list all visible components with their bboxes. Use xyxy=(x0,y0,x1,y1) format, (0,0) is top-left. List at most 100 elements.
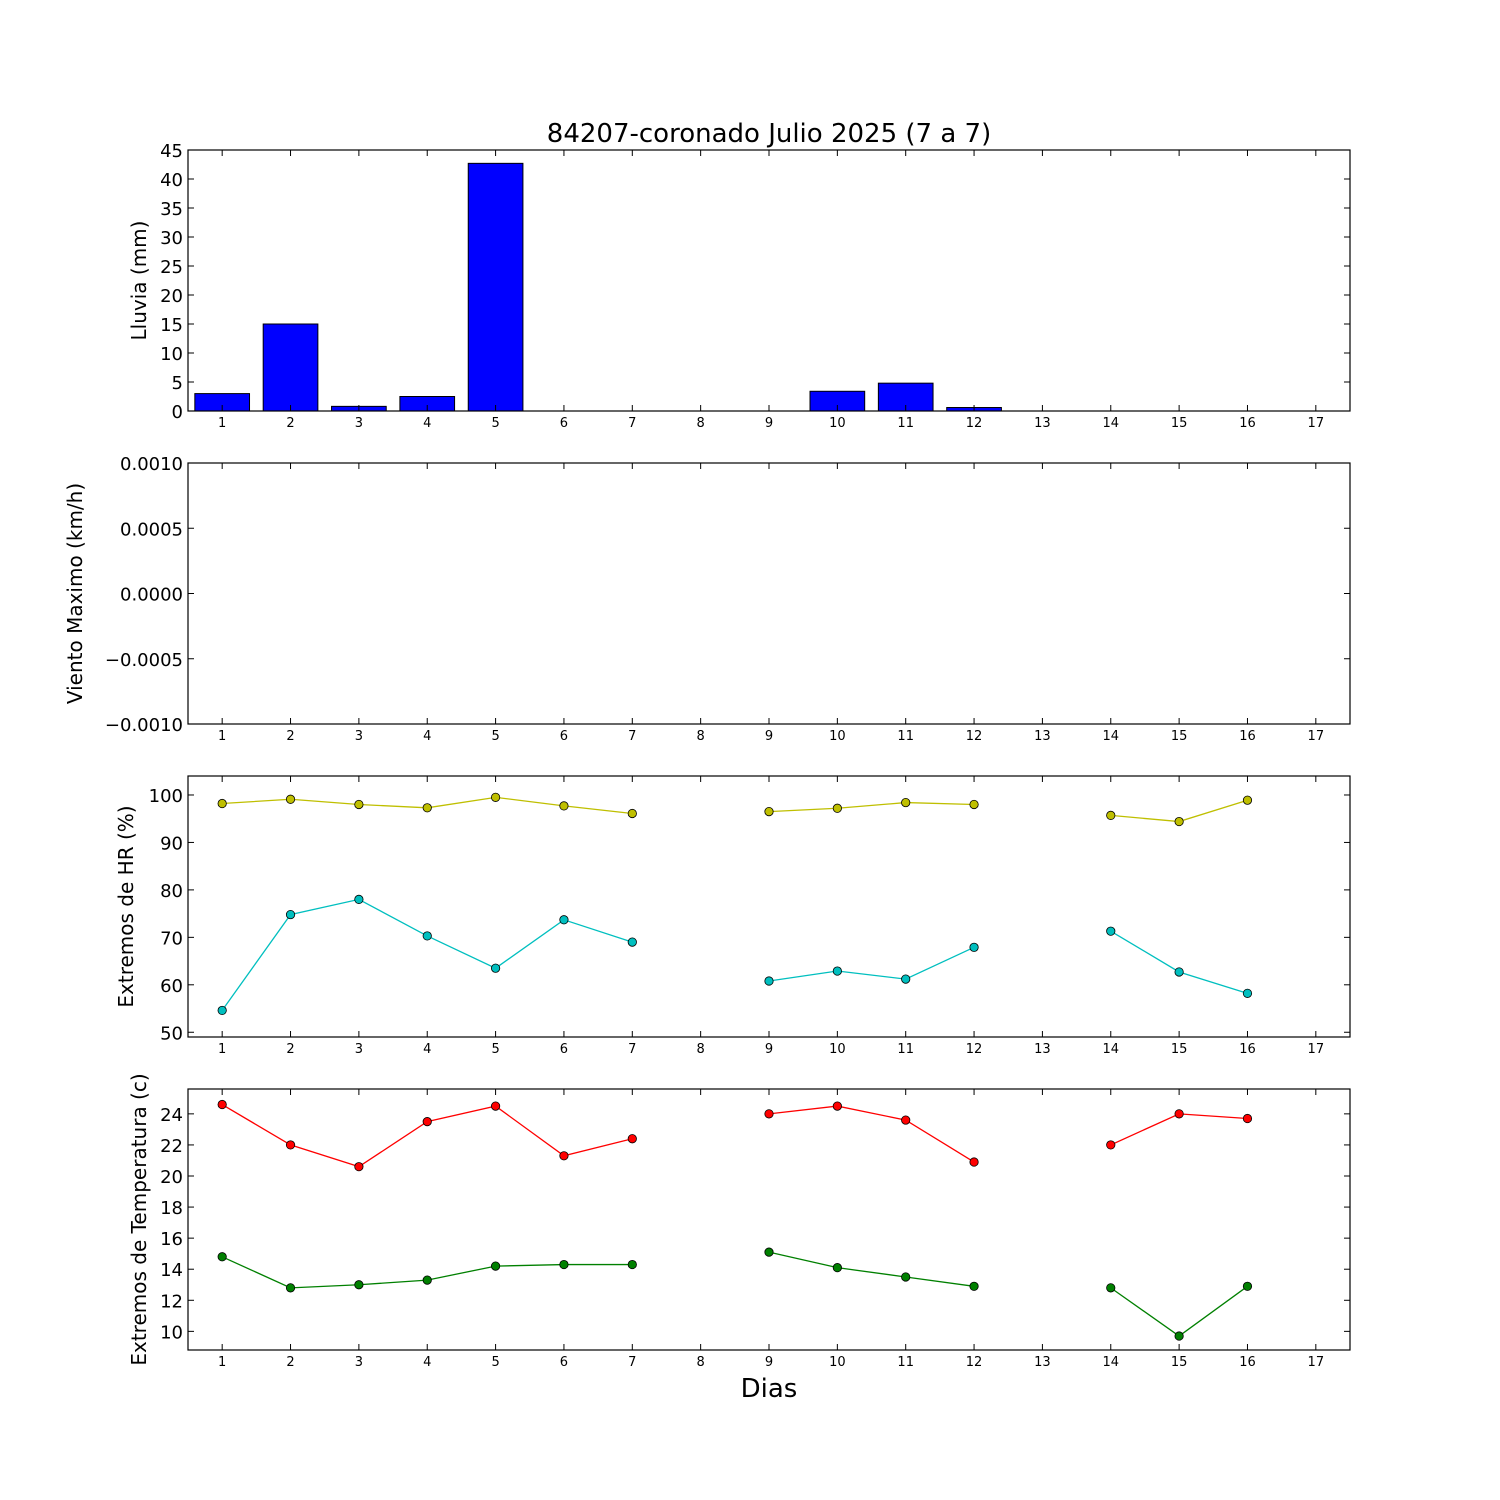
series-1-point-day-9 xyxy=(764,1247,774,1257)
y-tick-label: 14 xyxy=(160,1260,183,1281)
series-0-point-day-9 xyxy=(764,1109,774,1119)
y-tick-label: 90 xyxy=(160,833,183,854)
series-1-point-day-10 xyxy=(832,1263,842,1273)
series-0-point-day-1 xyxy=(217,798,227,809)
series-1-point-day-3 xyxy=(354,1280,364,1290)
x-tick-label: 13 xyxy=(1034,416,1051,431)
series-1-line xyxy=(768,946,975,982)
series-0-point-day-16 xyxy=(1242,1113,1253,1124)
series-0-point-day-12 xyxy=(969,799,979,810)
series-0-line xyxy=(768,1105,975,1163)
x-tick-label: 4 xyxy=(423,1355,431,1370)
bar-day-2 xyxy=(262,323,319,412)
y-tick-label: 50 xyxy=(160,1023,183,1044)
y-tick-label: 22 xyxy=(160,1136,183,1157)
y-tick-label: 0 xyxy=(172,402,183,423)
x-tick-label: 8 xyxy=(697,416,705,431)
x-tick-label: 1 xyxy=(218,729,226,744)
series-0-point-day-14 xyxy=(1106,810,1116,820)
series-1-line xyxy=(1110,930,1248,994)
x-tick-label: 14 xyxy=(1102,1355,1119,1370)
x-tick-label: 2 xyxy=(286,416,294,431)
x-tick-label: 9 xyxy=(765,1042,773,1057)
x-tick-label: 3 xyxy=(355,1042,363,1057)
series-0-point-day-7 xyxy=(627,808,637,819)
x-tick-label: 3 xyxy=(355,416,363,431)
x-tick-label: 17 xyxy=(1308,1042,1325,1057)
series-1-point-day-7 xyxy=(627,937,637,947)
x-tick-label: 5 xyxy=(491,416,499,431)
y-tick-label: 45 xyxy=(160,141,183,162)
series-1-point-day-11 xyxy=(901,974,911,984)
y-axis-label: Extremos de HR (%) xyxy=(114,805,138,1007)
series-1-point-day-5 xyxy=(490,963,501,973)
x-tick-label: 7 xyxy=(628,416,636,431)
x-tick-label: 5 xyxy=(491,1355,499,1370)
x-tick-label: 7 xyxy=(628,729,636,744)
x-tick-label: 10 xyxy=(829,1355,846,1370)
x-tick-label: 4 xyxy=(423,729,431,744)
x-tick-label: 17 xyxy=(1308,1355,1325,1370)
series-0-point-day-12 xyxy=(969,1157,979,1167)
x-tick-label: 11 xyxy=(897,416,914,431)
x-tick-label: 4 xyxy=(423,416,431,431)
y-tick-label: −0.0010 xyxy=(105,715,183,736)
y-tick-label: 15 xyxy=(160,315,183,336)
x-tick-label: 10 xyxy=(829,1042,846,1057)
series-1-point-day-6 xyxy=(559,915,569,925)
x-tick-label: 16 xyxy=(1239,416,1256,431)
series-0-line xyxy=(221,1103,633,1168)
y-tick-label: 10 xyxy=(160,344,183,365)
y-tick-label: 10 xyxy=(160,1322,183,1343)
x-tick-label: 11 xyxy=(897,1042,914,1057)
x-tick-label: 1 xyxy=(218,1355,226,1370)
series-0-point-day-11 xyxy=(901,797,911,808)
y-tick-label: 80 xyxy=(160,881,183,902)
x-tick-label: 14 xyxy=(1102,729,1119,744)
x-tick-label: 1 xyxy=(218,1042,226,1057)
x-tick-label: 1 xyxy=(218,416,226,431)
series-1-point-day-1 xyxy=(217,1252,227,1262)
x-axis-label: Dias xyxy=(741,1374,798,1404)
series-0-point-day-6 xyxy=(559,801,569,811)
series-0-point-day-3 xyxy=(354,799,364,810)
x-tick-label: 2 xyxy=(286,1042,294,1057)
y-tick-label: 24 xyxy=(160,1105,183,1126)
x-tick-label: 8 xyxy=(697,1355,705,1370)
y-tick-label: 70 xyxy=(160,928,183,949)
series-1-point-day-9 xyxy=(764,976,774,986)
x-tick-label: 15 xyxy=(1171,1042,1188,1057)
panel-0-frame xyxy=(187,149,1351,412)
y-axis-label: Lluvia (mm) xyxy=(127,221,151,341)
series-0-point-day-2 xyxy=(285,1140,296,1150)
series-0-point-day-9 xyxy=(764,806,774,817)
x-tick-label: 13 xyxy=(1034,1355,1051,1370)
x-tick-label: 2 xyxy=(286,729,294,744)
series-0-point-day-4 xyxy=(422,1117,432,1127)
panel-1-frame xyxy=(187,462,1351,725)
series-1-point-day-14 xyxy=(1106,1283,1116,1293)
x-tick-label: 15 xyxy=(1171,416,1188,431)
y-tick-label: 30 xyxy=(160,228,183,249)
series-1-line xyxy=(1110,1285,1248,1337)
x-tick-label: 10 xyxy=(829,729,846,744)
series-0-point-day-10 xyxy=(832,1101,842,1111)
x-tick-label: 17 xyxy=(1308,729,1325,744)
series-0-point-day-6 xyxy=(559,1151,569,1161)
x-tick-label: 13 xyxy=(1034,729,1051,744)
x-tick-label: 14 xyxy=(1102,1042,1119,1057)
chart-title: 84207-coronado Julio 2025 (7 a 7) xyxy=(547,119,991,149)
series-0-point-day-10 xyxy=(832,803,842,813)
series-1-point-day-12 xyxy=(969,942,979,952)
x-tick-label: 6 xyxy=(560,416,568,431)
series-0-point-day-14 xyxy=(1106,1140,1116,1150)
x-tick-label: 11 xyxy=(897,1355,914,1370)
y-tick-label: 35 xyxy=(160,199,183,220)
x-tick-label: 7 xyxy=(628,1042,636,1057)
series-1-line xyxy=(768,1251,975,1287)
series-1-point-day-2 xyxy=(285,1283,296,1293)
x-tick-label: 16 xyxy=(1239,1042,1256,1057)
x-tick-label: 10 xyxy=(829,416,846,431)
x-tick-label: 8 xyxy=(697,729,705,744)
